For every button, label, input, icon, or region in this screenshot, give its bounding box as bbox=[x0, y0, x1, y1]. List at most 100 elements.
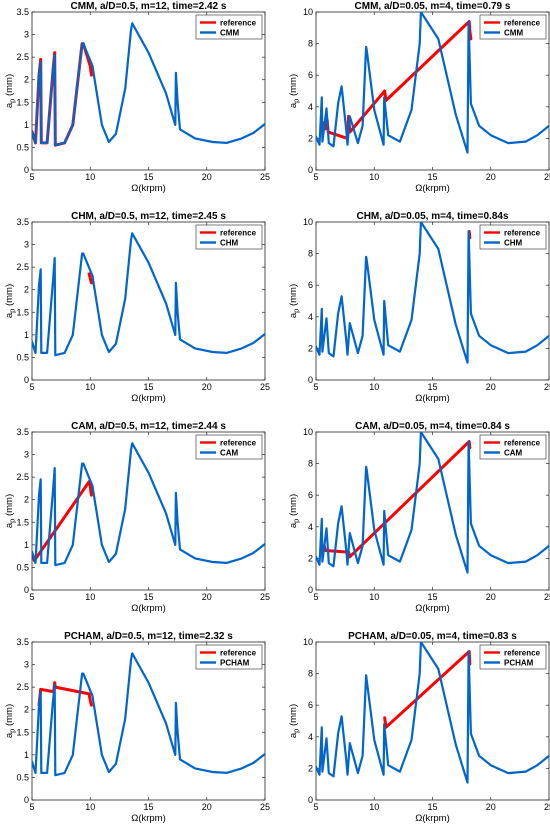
legend-label: PCHAM bbox=[504, 659, 534, 668]
x-tick-label: 15 bbox=[143, 172, 153, 182]
y-tick-label: 10 bbox=[303, 637, 313, 647]
y-tick-label: 2 bbox=[24, 705, 29, 715]
legend-label: reference bbox=[220, 19, 257, 28]
y-tick-label: 2 bbox=[308, 553, 313, 563]
legend-box bbox=[195, 14, 263, 40]
legend-label: CMM bbox=[504, 29, 523, 38]
series-group bbox=[32, 652, 265, 777]
x-tick-label: 25 bbox=[544, 802, 550, 812]
x-axis-label: Ω(krpm) bbox=[131, 183, 166, 194]
x-tick-label: 10 bbox=[85, 172, 95, 182]
y-tick-label: 6 bbox=[308, 70, 313, 80]
y-tick-label: 1.5 bbox=[16, 517, 29, 527]
x-tick-label: 15 bbox=[427, 172, 437, 182]
y-tick-label: 2 bbox=[308, 133, 313, 143]
x-tick-label: 25 bbox=[260, 592, 270, 602]
legend-label: reference bbox=[220, 439, 257, 448]
x-tick-label: 10 bbox=[85, 592, 95, 602]
y-tick-label: 0 bbox=[308, 795, 313, 805]
x-tick-label: 5 bbox=[313, 382, 318, 392]
y-tick-label: 2 bbox=[24, 495, 29, 505]
x-axis-label: Ω(krpm) bbox=[415, 603, 450, 614]
y-tick-label: 0 bbox=[308, 165, 313, 175]
y-tick-label: 1 bbox=[24, 750, 29, 760]
y-tick-label: 0.5 bbox=[16, 142, 29, 152]
series-line-chm bbox=[316, 222, 549, 364]
chart-panel-4: CHM, a/D=0.05, m=4, time=0.84s 5 10 15 20 25 0… bbox=[288, 211, 550, 404]
chart-title: PCHAM, a/D=0.5, m=12, time=2.32 s bbox=[64, 631, 233, 642]
legend-label: CHM bbox=[504, 239, 523, 248]
y-tick-label: 2.5 bbox=[16, 472, 29, 482]
y-tick-label: 2 bbox=[24, 285, 29, 295]
x-tick-label: 5 bbox=[29, 592, 34, 602]
x-tick-label: 20 bbox=[486, 802, 496, 812]
legend-box bbox=[195, 644, 263, 670]
x-tick-label: 15 bbox=[427, 592, 437, 602]
x-tick-label: 10 bbox=[369, 382, 379, 392]
x-tick-label: 15 bbox=[143, 382, 153, 392]
y-tick-label: 0.5 bbox=[16, 562, 29, 572]
legend-label: reference bbox=[504, 19, 541, 28]
x-axis-label: Ω(krpm) bbox=[415, 393, 450, 404]
y-tick-label: 3 bbox=[24, 240, 29, 250]
chart-panel-7: PCHAM, a/D=0.5, m=12, time=2.32 s5 10 15 20… bbox=[4, 631, 270, 824]
series-group bbox=[316, 222, 549, 364]
series-group bbox=[32, 442, 265, 567]
y-tick-label: 3.5 bbox=[16, 637, 29, 647]
legend-box bbox=[479, 14, 547, 40]
y-tick-label: 3.5 bbox=[16, 217, 29, 227]
legend-box bbox=[195, 224, 263, 250]
y-tick-label: 1 bbox=[24, 540, 29, 550]
x-tick-label: 20 bbox=[486, 382, 496, 392]
x-tick-label: 25 bbox=[260, 802, 270, 812]
x-tick-label: 20 bbox=[202, 382, 212, 392]
y-tick-label: 2 bbox=[308, 343, 313, 353]
x-tick-label: 5 bbox=[313, 802, 318, 812]
x-tick-label: 20 bbox=[486, 592, 496, 602]
y-tick-label: 2.5 bbox=[16, 682, 29, 692]
y-tick-label: 0 bbox=[24, 375, 29, 385]
legend-label: reference bbox=[220, 649, 257, 658]
series-line-cmm bbox=[316, 12, 549, 154]
x-tick-label: 15 bbox=[427, 382, 437, 392]
legend-box bbox=[479, 434, 547, 460]
y-tick-label: 0 bbox=[24, 585, 29, 595]
series-group bbox=[316, 432, 549, 574]
series-group bbox=[32, 232, 265, 357]
y-tick-label: 4 bbox=[308, 102, 313, 112]
x-tick-label: 5 bbox=[29, 382, 34, 392]
y-tick-label: 2 bbox=[308, 763, 313, 773]
chart-title: CHM, a/D=0.05, m=4, time=0.84s bbox=[356, 211, 508, 222]
series-line-reference bbox=[37, 681, 93, 707]
chart-title: CMM, a/D=0.05, m=4, time=0.79 s bbox=[355, 1, 511, 12]
y-axis-label: ap (mm) bbox=[288, 284, 301, 318]
series-group bbox=[316, 642, 549, 784]
legend-label: CMM bbox=[220, 29, 239, 38]
legend-label: reference bbox=[504, 439, 541, 448]
x-axis-label: Ω(krpm) bbox=[415, 183, 450, 194]
y-tick-label: 4 bbox=[308, 732, 313, 742]
y-axis-label: ap (mm) bbox=[288, 494, 301, 528]
y-axis-label: ap (mm) bbox=[288, 704, 301, 738]
x-tick-label: 15 bbox=[143, 592, 153, 602]
series-line-cam bbox=[32, 442, 265, 567]
y-axis-label: ap (mm) bbox=[4, 284, 17, 318]
chart-panel-2: CMM, a/D=0.05, m=4, time=0.79 s510152025… bbox=[288, 1, 550, 194]
x-tick-label: 5 bbox=[29, 802, 34, 812]
y-tick-label: 4 bbox=[308, 312, 313, 322]
x-axis-label: Ω(krpm) bbox=[415, 813, 450, 824]
series-line-pcham bbox=[32, 652, 265, 777]
x-tick-label: 10 bbox=[369, 172, 379, 182]
chart-panel-3: CHM, a/D=0.5, m=12, time=2.45 s5 10 15 20 25… bbox=[4, 211, 270, 404]
y-tick-label: 3.5 bbox=[16, 7, 29, 17]
x-tick-label: 15 bbox=[427, 802, 437, 812]
x-tick-label: 5 bbox=[313, 592, 318, 602]
y-tick-label: 2 bbox=[24, 75, 29, 85]
y-tick-label: 0 bbox=[24, 795, 29, 805]
legend-label: PCHAM bbox=[220, 659, 250, 668]
chart-panel-1: CMM, a/D=0.5, m=12, time=2.42 s5 10 15 20 25… bbox=[4, 1, 270, 194]
x-tick-label: 10 bbox=[369, 592, 379, 602]
y-tick-label: 0 bbox=[24, 165, 29, 175]
x-tick-label: 25 bbox=[260, 172, 270, 182]
